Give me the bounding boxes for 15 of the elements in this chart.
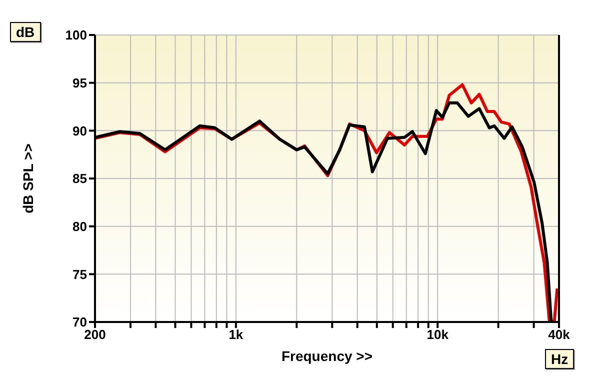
y-tick-label: 85 [72, 171, 87, 186]
x-tick-label: 40k [548, 327, 571, 342]
x-tick-label: 200 [84, 327, 106, 342]
y-tick-label: 95 [72, 75, 87, 90]
x-tick-label: 1k [228, 327, 244, 342]
y-tick-label: 70 [72, 314, 87, 330]
y-tick-label: 90 [72, 123, 87, 138]
y-tick-label: 100 [65, 28, 87, 43]
x-axis-title: Frequency >> [281, 348, 373, 364]
x-tick-label: 10k [426, 327, 450, 342]
text: dB [10, 22, 41, 42]
text: Hz [545, 349, 574, 369]
y-tick-label: 80 [72, 218, 87, 234]
y-tick-label: 75 [72, 266, 87, 282]
y-axis-title: dB SPL >> [20, 144, 36, 214]
